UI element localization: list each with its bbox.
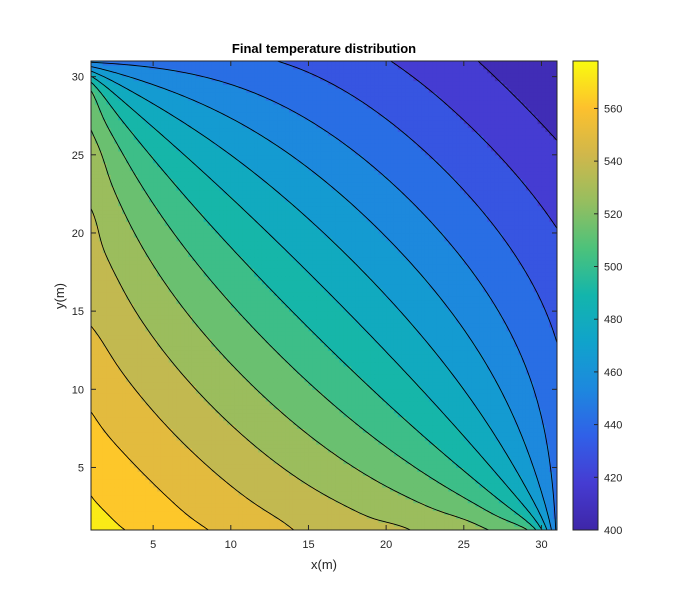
plot-frame [90, 60, 558, 531]
x-axis: 5 10 15 20 25 30 [150, 61, 548, 551]
colorbar-tick-label: 480 [604, 314, 622, 326]
chart-title: Final temperature distribution [232, 41, 416, 56]
y-axis: 5 10 15 20 25 30 [72, 72, 557, 474]
contour-line-544 [91, 325, 295, 530]
y-axis-label: y(m) [52, 283, 67, 309]
contour-line-448 [91, 61, 557, 530]
colorbar-tick-label: 400 [604, 525, 622, 537]
contour-line-508 [91, 90, 528, 530]
y-tick-label: 15 [72, 306, 84, 318]
colorbar: 400 420 440 460 480 500 520 540 560 [572, 60, 622, 537]
colorbar-tick-label: 540 [604, 156, 622, 168]
x-tick-label: 20 [380, 539, 392, 551]
colorbar-tick-label: 520 [604, 209, 622, 221]
y-tick-label: 5 [78, 462, 84, 474]
colorbar-ticks: 400 420 440 460 480 500 520 540 560 [594, 103, 622, 537]
contour-line-556 [91, 411, 209, 530]
x-tick-label: 30 [535, 539, 547, 551]
contour-line-496 [91, 81, 537, 530]
colorbar-tick-label: 440 [604, 420, 622, 432]
y-tick-label: 30 [72, 72, 84, 84]
contour-line-472 [91, 70, 548, 530]
colorbar-tick-label: 500 [604, 262, 622, 274]
y-tick-label: 25 [72, 150, 84, 162]
temperature-field [91, 61, 557, 530]
contour-lines [91, 61, 557, 530]
contour-line-532 [91, 208, 411, 530]
contour-line-568 [91, 495, 126, 530]
colorbar-tick-label: 420 [604, 472, 622, 484]
contour-line-424 [390, 61, 557, 229]
y-tick-label: 10 [72, 384, 84, 396]
x-tick-label: 25 [458, 539, 470, 551]
colorbar-tick-label: 560 [604, 103, 622, 115]
colorbar-tick-label: 460 [604, 367, 622, 379]
x-axis-label: x(m) [311, 557, 337, 572]
colorbar-gradient [572, 60, 599, 531]
contour-line-520 [91, 129, 490, 530]
x-tick-label: 15 [302, 539, 314, 551]
contour-line-484 [91, 75, 543, 530]
x-tick-label: 10 [225, 539, 237, 551]
plot-area [90, 60, 558, 531]
y-tick-label: 20 [72, 228, 84, 240]
contour-line-460 [91, 66, 552, 530]
x-tick-label: 5 [150, 539, 156, 551]
contour-line-412 [477, 61, 557, 141]
